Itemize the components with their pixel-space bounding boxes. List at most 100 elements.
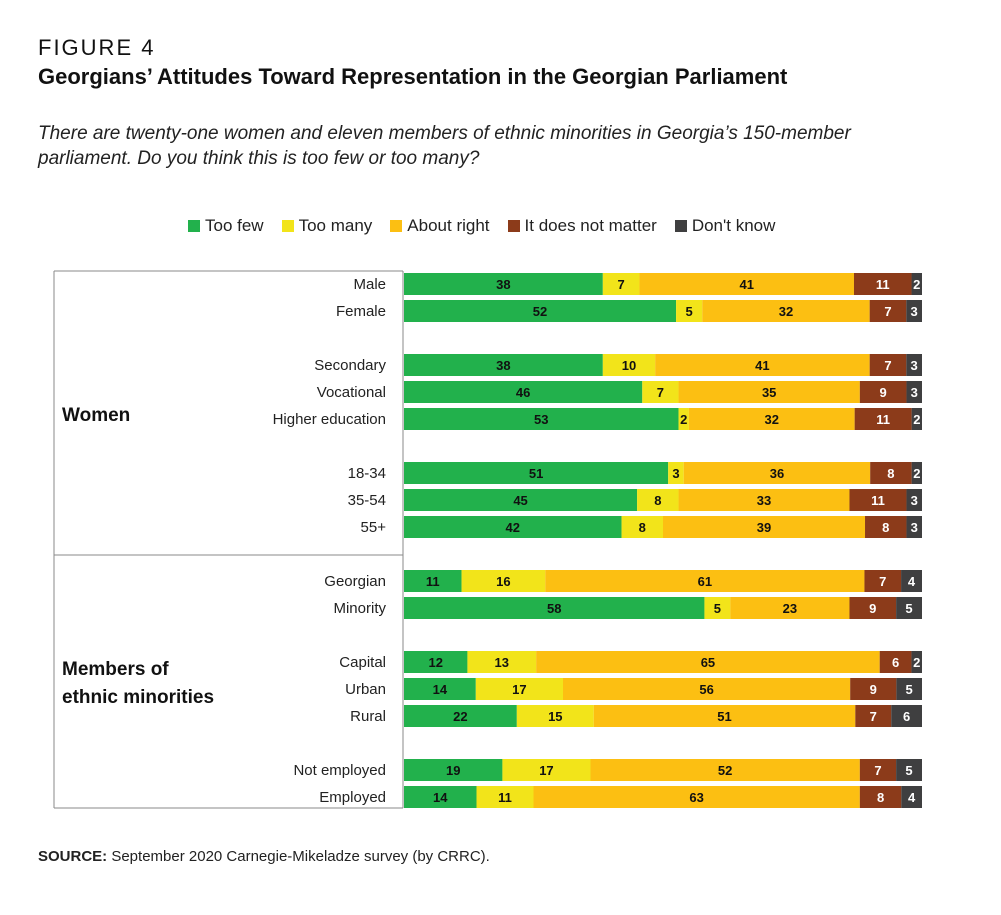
bar-segment-too-few [404, 381, 643, 403]
data-label: 7 [884, 358, 891, 373]
bar-segment-too-many [476, 786, 534, 808]
bar-segment-too-few [404, 408, 679, 430]
data-label: 9 [870, 682, 877, 697]
bar-segment-it-does-not-matter [870, 462, 912, 484]
group-label: Women [62, 405, 130, 426]
bar-segment-too-few [404, 705, 517, 727]
bar-segment-too-many [668, 462, 684, 484]
group-label: Members of [62, 659, 169, 680]
data-label: 2 [913, 466, 920, 481]
legend-swatch [188, 220, 200, 232]
bar-segment-too-many [502, 759, 591, 781]
group-label: ethnic minorities [62, 687, 214, 708]
data-label: 5 [686, 304, 693, 319]
bar-segment-too-few [404, 354, 603, 376]
bar-segment-too-few [404, 759, 503, 781]
data-label: 51 [529, 466, 543, 481]
bar-segment-too-few [404, 570, 462, 592]
data-label: 7 [874, 763, 881, 778]
data-label: 11 [871, 493, 885, 508]
data-label: 8 [639, 520, 646, 535]
data-label: 36 [770, 466, 784, 481]
category-label: Employed [319, 789, 386, 806]
data-label: 7 [884, 304, 891, 319]
data-label: 2 [913, 412, 920, 427]
bar-segment-it-does-not-matter [879, 651, 912, 673]
bar-segment-too-many [475, 678, 563, 700]
bar-segment-too-many [467, 651, 537, 673]
bar-segment-it-does-not-matter [854, 408, 912, 430]
bar-segment-it-does-not-matter [859, 381, 907, 403]
data-label: 6 [892, 655, 899, 670]
data-label: 11 [498, 790, 512, 805]
bar-segment-too-few [404, 273, 603, 295]
data-label: 3 [911, 493, 918, 508]
data-label: 45 [513, 493, 527, 508]
category-label: Capital [339, 654, 386, 671]
bar-segment-about-right [655, 354, 870, 376]
data-label: 5 [905, 763, 912, 778]
legend-swatch [507, 220, 520, 232]
data-label: 14 [433, 790, 448, 805]
category-label: Secondary [314, 357, 386, 374]
bar-segment-too-many [621, 516, 663, 538]
data-label: 4 [908, 790, 916, 805]
bar-segment-don-t-know [896, 678, 922, 700]
bar-segment-it-does-not-matter [869, 354, 907, 376]
bar-segment-too-many [516, 705, 594, 727]
bar-segment-don-t-know [906, 381, 922, 403]
figure-label: FIGURE 4 [38, 35, 156, 60]
data-label: 8 [887, 466, 894, 481]
bar-segment-about-right [593, 705, 856, 727]
data-label: 13 [495, 655, 509, 670]
legend-label: About right [407, 216, 490, 235]
data-label: 38 [496, 277, 510, 292]
bar-segment-about-right [730, 597, 850, 619]
bar-segment-too-many [676, 300, 703, 322]
bar-segment-too-many [678, 408, 689, 430]
category-label: Higher education [273, 411, 386, 428]
bar-segment-too-few [404, 597, 705, 619]
data-label: 10 [622, 358, 636, 373]
legend-swatch [390, 220, 403, 232]
bar-segment-it-does-not-matter [864, 570, 902, 592]
bar-segment-about-right [639, 273, 854, 295]
legend-item-too-many: Too many [281, 216, 372, 236]
data-label: 14 [433, 682, 448, 697]
bar-segment-about-right [536, 651, 880, 673]
bar-segment-it-does-not-matter [853, 273, 912, 295]
bar-segment-too-many [602, 354, 656, 376]
category-label: Urban [345, 681, 386, 698]
chart-subtitle: There are twenty-one women and eleven me… [38, 123, 851, 169]
data-label: 11 [876, 277, 890, 292]
legend-item-too-few: Too few [188, 216, 264, 236]
bar-segment-don-t-know [911, 408, 922, 430]
data-label: 42 [506, 520, 520, 535]
bar-segment-too-few [404, 300, 677, 322]
bar-segment-don-t-know [906, 354, 922, 376]
data-label: 63 [689, 790, 703, 805]
bar-segment-don-t-know [906, 300, 922, 322]
bar-segment-about-right [683, 462, 871, 484]
category-label: 18-34 [348, 465, 386, 482]
data-label: 5 [905, 601, 912, 616]
bar-segment-it-does-not-matter [859, 759, 897, 781]
data-label: 3 [911, 358, 918, 373]
data-label: 58 [547, 601, 561, 616]
legend-label: Too few [205, 216, 264, 235]
data-label: 6 [903, 709, 910, 724]
bar-segment-too-few [404, 516, 622, 538]
data-label: 7 [657, 385, 664, 400]
data-label: 23 [783, 601, 797, 616]
data-label: 8 [654, 493, 661, 508]
bar-segment-about-right [562, 678, 851, 700]
data-label: 9 [880, 385, 887, 400]
data-label: 41 [755, 358, 769, 373]
chart-title: Georgians’ Attitudes Toward Representati… [38, 64, 788, 89]
legend-label: It does not matter [524, 216, 657, 235]
category-label: Minority [333, 600, 386, 617]
data-label: 52 [533, 304, 547, 319]
bar-segment-about-right [533, 786, 860, 808]
bar-segment-too-few [404, 489, 638, 511]
